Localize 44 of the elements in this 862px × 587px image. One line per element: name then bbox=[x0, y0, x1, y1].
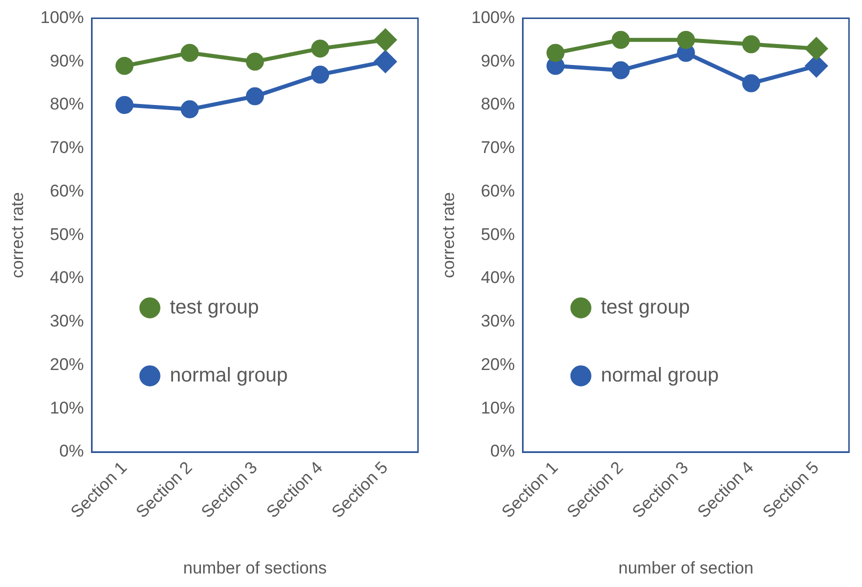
y-tick-label: 70% bbox=[480, 138, 515, 158]
legend-label: normal group bbox=[600, 364, 719, 386]
y-axis-title: correct rate bbox=[438, 192, 458, 278]
point bbox=[311, 40, 330, 58]
point bbox=[676, 30, 695, 49]
y-tick-label: 90% bbox=[50, 51, 84, 70]
point bbox=[115, 96, 134, 114]
y-tick-label: 20% bbox=[50, 354, 84, 374]
x-axis-title: number of section bbox=[618, 558, 754, 578]
point bbox=[246, 52, 264, 71]
y-tick-label: 50% bbox=[50, 224, 84, 244]
point bbox=[180, 44, 199, 62]
point bbox=[246, 87, 264, 106]
point bbox=[546, 44, 564, 62]
y-tick-label: 30% bbox=[50, 312, 84, 331]
point bbox=[612, 61, 630, 80]
y-tick-label: 80% bbox=[480, 94, 515, 114]
y-tick-label: 100% bbox=[40, 8, 84, 27]
y-tick-label: 80% bbox=[50, 94, 84, 114]
point bbox=[115, 56, 134, 75]
point bbox=[180, 100, 199, 118]
y-tick-label: 90% bbox=[480, 51, 515, 70]
point bbox=[311, 66, 330, 84]
legend-label: test group bbox=[600, 296, 690, 318]
y-tick-label: 60% bbox=[50, 181, 84, 200]
y-tick-label: 0% bbox=[490, 442, 515, 461]
y-tick-label: 70% bbox=[50, 138, 84, 158]
y-tick-label: 50% bbox=[480, 224, 515, 244]
legend-label: normal group bbox=[170, 364, 288, 386]
legend-label: test group bbox=[170, 296, 259, 318]
point bbox=[742, 35, 760, 54]
y-tick-label: 30% bbox=[480, 312, 515, 331]
y-tick-label: 60% bbox=[480, 181, 515, 200]
point bbox=[612, 30, 630, 49]
y-tick-label: 10% bbox=[50, 398, 84, 418]
x-axis-title: number of sections bbox=[183, 558, 327, 578]
y-tick-label: 100% bbox=[471, 8, 515, 27]
y-axis-title: correct rate bbox=[8, 192, 27, 278]
point bbox=[742, 74, 760, 92]
y-tick-label: 0% bbox=[59, 442, 84, 461]
y-tick-label: 40% bbox=[50, 268, 84, 288]
y-tick-label: 10% bbox=[480, 398, 515, 418]
y-tick-label: 20% bbox=[480, 354, 515, 374]
y-tick-label: 40% bbox=[480, 268, 515, 288]
